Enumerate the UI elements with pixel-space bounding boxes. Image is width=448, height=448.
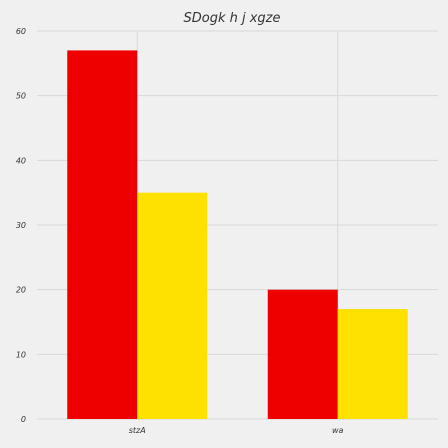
y-tick-label: 0 — [21, 415, 26, 424]
bar — [137, 192, 208, 419]
y-axis-ticks: 0 10 20 30 40 50 60 — [16, 27, 26, 424]
y-tick-label: 10 — [16, 350, 26, 359]
bar — [337, 309, 408, 419]
y-tick-label: 30 — [16, 221, 26, 230]
chart-title: SDogk h j xgze — [183, 11, 280, 26]
bar — [67, 50, 138, 420]
bars — [67, 50, 408, 420]
y-tick-label: 60 — [16, 27, 26, 36]
y-tick-label: 40 — [16, 156, 26, 165]
y-tick-label: 50 — [16, 92, 26, 101]
bar — [267, 289, 338, 419]
y-tick-label: 20 — [16, 286, 26, 295]
x-axis-ticks: stzA wa — [129, 426, 344, 435]
x-tick-label: wa — [332, 426, 344, 435]
x-tick-label: stzA — [129, 426, 146, 435]
